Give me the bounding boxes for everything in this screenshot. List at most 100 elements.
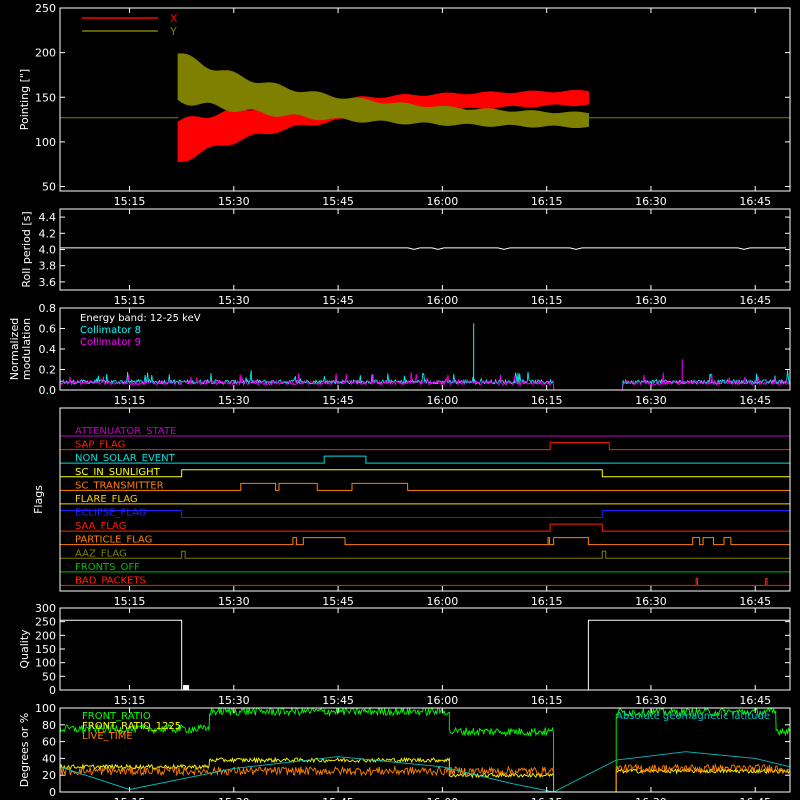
x-tick-label: 15:15 [114,694,146,707]
y-axis-label: Flags [32,485,45,514]
x-tick-label: 15:15 [114,796,146,800]
y-tick-label: 0 [49,786,56,799]
series-collimator-9 [59,372,790,391]
x-tick-label: 15:30 [218,294,250,307]
y-axis-label: Pointing ["] [18,69,31,130]
series-absolute-geomagnetic-latitude [59,751,791,793]
legend-label: Y [169,25,177,38]
series-front_ratio [59,706,791,793]
x-tick-label: 16:30 [635,195,667,208]
panel-pointing: 50 100 150 200 250 Pointing ["] XY 15:15 15:30 15… [18,2,791,208]
y-tick-label: 150 [35,643,56,656]
x-tick-label: 16:45 [739,195,771,208]
x-tick-label: 15:15 [114,294,146,307]
plot-frame [59,407,791,592]
flag-label: FLARE_FLAG [75,494,138,505]
y-tick-label: 20 [42,769,56,782]
x-tick-label: 15:45 [322,694,354,707]
y-axis-label-line: modulation [20,318,33,380]
y-tick-label: 3.6 [39,276,57,289]
x-tick-label: 15:45 [322,294,354,307]
y-tick-label: 150 [35,91,56,104]
x-tick-label: 16:00 [427,694,459,707]
flag-label: SAA_FLAG [75,521,126,532]
legend-label: FRONT_RATIO [82,711,151,722]
x-tick-label: 16:30 [635,294,667,307]
y-tick-label: 250 [35,616,56,629]
y-axis-label: Normalizedmodulation [8,318,33,380]
x-tick-label: 16:45 [739,294,771,307]
series-y [177,53,589,129]
series-live_time [59,763,790,793]
x-tick-label: 16:00 [427,595,459,608]
series-roll-period [60,247,786,250]
y-tick-label: 250 [35,2,56,15]
x-tick-label: 16:15 [531,394,563,407]
y-axis-label: Roll period [s] [20,211,33,287]
x-tick-label: 15:45 [322,195,354,208]
flag-label: FRONTS_OFF [75,562,140,573]
y-tick-label: 100 [35,136,56,149]
x-tick-label: 16:45 [739,796,771,800]
y-tick-label: 200 [35,47,56,60]
panel-front: 0 20 40 60 80 100 Degrees or % FRONT_RATIOFRONT… [18,702,791,800]
x-tick-label: 16:15 [531,294,563,307]
y-tick-label: 0 [49,684,56,697]
x-tick-label: 16:45 [739,394,771,407]
quality-blip [183,685,190,690]
legend-label: FRONT_RATIO_1225 [82,721,181,732]
legend-label: X [170,12,178,25]
y-tick-label: 4.2 [39,227,57,240]
x-tick-label: 16:45 [739,694,771,707]
y-tick-label: 50 [42,670,56,683]
y-tick-label: 60 [42,736,56,749]
flag-trace-eclipse_flag [59,510,791,518]
y-tick-label: 300 [35,602,56,615]
plot-frame [59,307,791,391]
y-tick-label: 0.8 [39,302,57,315]
y-tick-label: 3.8 [39,260,57,273]
x-tick-label: 16:15 [531,694,563,707]
flag-trace-bad_packets [60,577,790,586]
y-tick-label: 0.0 [39,384,57,397]
flag-label: BAD_PACKETS [75,575,146,586]
x-tick-label: 15:15 [114,595,146,608]
x-tick-label: 16:15 [531,195,563,208]
flag-trace-particle_flag [60,537,790,546]
y-tick-label: 4.4 [39,211,57,224]
x-tick-label: 16:30 [635,394,667,407]
x-tick-label: 15:15 [114,394,146,407]
flag-label: ATTENUATOR_STATE [75,426,176,437]
x-tick-label: 16:30 [635,796,667,800]
x-tick-label: 16:15 [531,595,563,608]
flag-label: NON_SOLAR_EVENT [75,453,176,464]
flag-label: SC_IN_SUNLIGHT [75,467,161,478]
y-tick-label: 50 [42,181,56,194]
legend-label: Collimator 9 [80,337,141,348]
y-axis-label: Quality [18,629,31,669]
plot-frame [59,7,791,192]
y-tick-label: 4.0 [39,244,57,257]
x-tick-label: 15:30 [218,195,250,208]
plot-frame [59,607,791,691]
x-tick-label: 15:30 [218,394,250,407]
x-tick-label: 16:30 [635,694,667,707]
flag-trace-sc_transmitter [60,482,790,491]
y-tick-label: 0.6 [39,323,57,336]
flag-label: ECLIPSE_FLAG [75,508,146,519]
plot-frame [59,208,791,291]
flag-trace-aaz_flag [60,550,790,559]
flag-label: SAP_FLAG [75,440,125,451]
x-tick-label: 15:30 [218,796,250,800]
x-tick-label: 15:45 [322,394,354,407]
plot-frame [59,707,791,793]
x-tick-label: 15:45 [322,595,354,608]
y-tick-label: 40 [42,752,56,765]
x-tick-label: 15:30 [218,595,250,608]
flag-trace-sap_flag [60,442,790,451]
y-tick-label: 100 [35,657,56,670]
legend-label: LIVE_TIME [82,731,133,742]
x-tick-label: 15:15 [114,195,146,208]
x-tick-label: 16:00 [427,394,459,407]
